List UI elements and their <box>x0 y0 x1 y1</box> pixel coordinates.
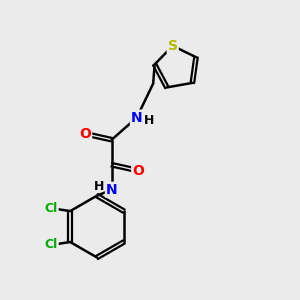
Text: H: H <box>94 180 104 193</box>
Text: N: N <box>131 111 142 124</box>
Text: Cl: Cl <box>44 202 58 215</box>
Text: O: O <box>79 127 91 141</box>
Text: O: O <box>132 164 144 178</box>
Text: S: S <box>168 39 178 53</box>
Text: N: N <box>106 183 118 197</box>
Text: Cl: Cl <box>44 238 58 251</box>
Text: H: H <box>144 114 154 127</box>
